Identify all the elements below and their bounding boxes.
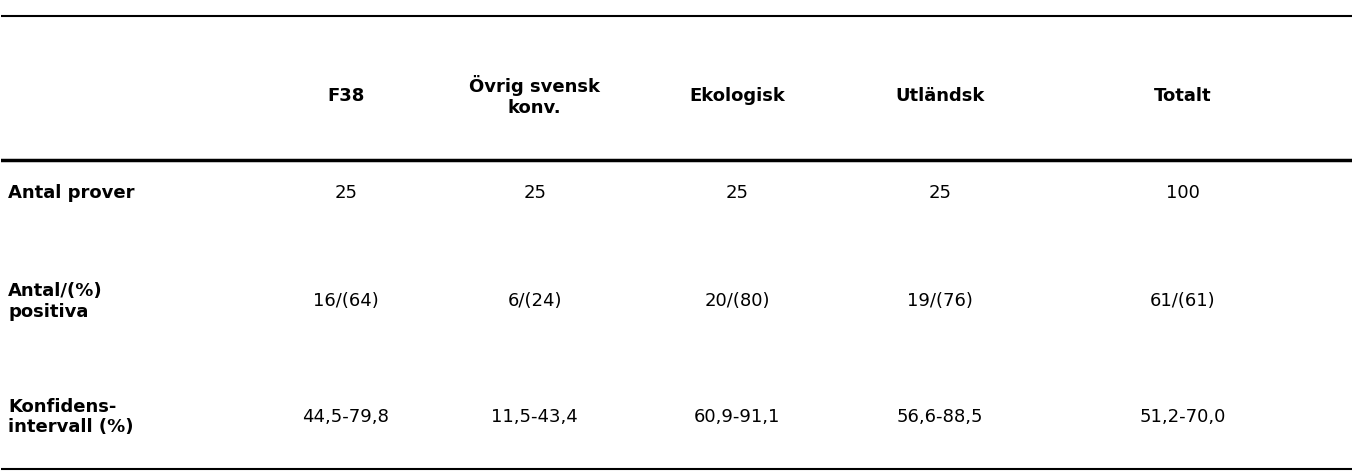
- Text: Antal/(%)
positiva: Antal/(%) positiva: [8, 282, 103, 321]
- Text: 44,5-79,8: 44,5-79,8: [302, 408, 390, 426]
- Text: 25: 25: [725, 184, 748, 202]
- Text: Övrig svensk
konv.: Övrig svensk konv.: [469, 75, 601, 117]
- Text: Konfidens-
intervall (%): Konfidens- intervall (%): [8, 398, 134, 437]
- Text: Antal prover: Antal prover: [8, 184, 135, 202]
- Text: 60,9-91,1: 60,9-91,1: [694, 408, 781, 426]
- Text: Utländsk: Utländsk: [896, 87, 985, 105]
- Text: 6/(24): 6/(24): [507, 292, 561, 310]
- Text: 61/(61): 61/(61): [1150, 292, 1215, 310]
- Text: 25: 25: [928, 184, 951, 202]
- Text: 11,5-43,4: 11,5-43,4: [491, 408, 578, 426]
- Text: F38: F38: [327, 87, 364, 105]
- Text: 19/(76): 19/(76): [907, 292, 973, 310]
- Text: 25: 25: [524, 184, 547, 202]
- Text: 100: 100: [1166, 184, 1200, 202]
- Text: 56,6-88,5: 56,6-88,5: [897, 408, 984, 426]
- Text: Totalt: Totalt: [1154, 87, 1212, 105]
- Text: 20/(80): 20/(80): [705, 292, 770, 310]
- Text: 25: 25: [334, 184, 357, 202]
- Text: Ekologisk: Ekologisk: [689, 87, 785, 105]
- Text: 51,2-70,0: 51,2-70,0: [1139, 408, 1226, 426]
- Text: 16/(64): 16/(64): [313, 292, 379, 310]
